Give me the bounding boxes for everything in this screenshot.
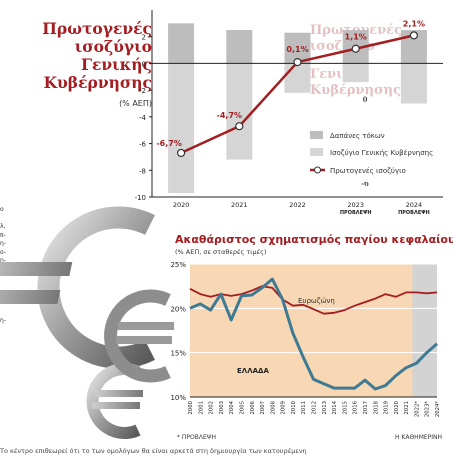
left-column-line: π- [0, 231, 6, 239]
chart1-bar [284, 63, 311, 93]
chart2-x-tick-label: 2021 [404, 401, 410, 414]
chart1-data-label: 0,1% [286, 45, 308, 54]
chart1-legend-label: Δαπάνες τόκων [330, 132, 385, 140]
chart2-x-tick-label: 2016 [353, 400, 359, 414]
chart2-x-tick-label: 2007 [260, 401, 266, 414]
source-credit: Η ΚΑΘΗΜΕΡΙΝΗ [395, 434, 443, 441]
chart1-x-note: ΠΡΟΒΛΕΨΗ [340, 210, 372, 216]
chart2-x-tick-label: 2023* [425, 401, 431, 417]
chart2-line-greece [189, 277, 438, 391]
left-column-line: η- [0, 240, 6, 247]
chart2-x-tick-label: 2006 [250, 400, 256, 414]
chart2-y-tick-label: 20% [170, 305, 186, 313]
chart1-x-note: ΠΡΟΒΛΕΨΗ [398, 210, 430, 216]
chart2-subtitle: (% ΑΕΠ, σε σταθερές τιμές) [175, 248, 267, 256]
chart1-legend-swatch [310, 131, 323, 139]
footnote: * ΠΡΟΒΛΕΨΗ [177, 434, 217, 441]
chart2-x-tick-label: 2004 [229, 400, 235, 414]
chart1-y-tick-label: -6 [139, 141, 147, 149]
chart2-series-label-eurozone: Ευρωζώνη [298, 297, 335, 305]
chart2-y-tick-label: 15% [170, 350, 186, 358]
chart2-series-label-greece: ΕΛΛΑΔΑ [237, 367, 269, 375]
chart2-x-tick-label: 2013 [322, 401, 328, 414]
left-column-line: η- [0, 316, 6, 324]
chart1-legend: Δαπάνες τόκων Ισοζύγιο Γενικής Κυβέρνησης… [298, 128, 444, 182]
chart2-y-tick-label: 10% [170, 394, 186, 402]
chart2-x-tick-label: 2009 [281, 401, 287, 414]
chart1-y-tick-label: 0 [142, 60, 146, 68]
chart2-x-tick-label: 2017 [363, 401, 369, 414]
left-column-line: λ, [0, 223, 6, 230]
chart1-bar [226, 30, 253, 64]
chart1-x-tick-label: 2022 [289, 201, 306, 209]
chart1-bar [226, 63, 253, 160]
chart1-y-tick-label: -4 [139, 114, 147, 122]
chart1-bar [342, 63, 369, 83]
bottom-article-text: Το κέντρο επιθεωρεί ότι το των ομολόγων … [0, 447, 307, 455]
chart1-title: Πρωτογενές ισοζύγιο Γενικής Κυβέρνησης [2, 20, 152, 92]
chart1-y-tick-label: -8 [139, 167, 146, 175]
chart1-ghost-label: -6 [361, 179, 369, 188]
chart1-data-label: -6,7% [156, 139, 182, 148]
chart1-ghost-label: 0 [363, 95, 368, 104]
chart2-x-tick-label: 2024* [435, 401, 441, 417]
chart2-y-tick-label: 25% [170, 261, 186, 269]
chart2-x-tick-label: 2015 [342, 401, 348, 414]
chart1-point [293, 57, 302, 67]
chart1-point [235, 122, 244, 131]
chart1-x-tick-label: 2023 [347, 201, 364, 209]
chart2-x-tick-label: 2014 [332, 400, 338, 414]
chart1-bar [400, 63, 427, 104]
chart2-x-tick-label: 2003 [219, 401, 225, 414]
chart1-data-label: 1,1% [345, 33, 367, 42]
chart2-x-tick-label: 2011 [301, 401, 307, 414]
chart2-x-tick-label: 2005 [239, 401, 245, 414]
chart2-x-tick-label: 2001 [198, 401, 204, 414]
chart2-x-tick-label: 2012 [312, 401, 318, 414]
chart1-y-tick-label: 2 [142, 34, 146, 42]
chart1-x-tick-label: 2021 [231, 201, 248, 209]
chart1-y-tick-label: -2 [139, 87, 146, 95]
chart1-title-text: Πρωτογενές ισοζύγιο Γενικής Κυβέρνησης [42, 19, 152, 92]
chart2-x-tick-label: 2022* [414, 401, 420, 417]
chart2-x-tick-label: 2008 [270, 400, 276, 414]
left-column-line: ο [0, 206, 4, 213]
chart1-point [177, 148, 186, 158]
chart1-data-label: -4,7% [217, 111, 243, 120]
chart2-x-tick-label: 2000 [188, 400, 194, 414]
chart2-title: Ακαθάριστος σχηματισμός παγίου κεφαλαίου [175, 233, 453, 246]
chart1-legend-label: Ισοζύγιο Γενικής Κυβέρνησης [330, 149, 433, 157]
chart1-data-label: 2,1% [403, 19, 425, 28]
chart1-legend-swatch [310, 148, 323, 156]
chart1-bar [168, 23, 195, 64]
chart1-x-tick-label: 2020 [173, 201, 190, 209]
chart1-ghost-label: Κυβέρνησης [310, 83, 401, 98]
chart1-bar [168, 63, 195, 193]
euro-symbol-large [0, 206, 155, 369]
chart1-legend-point [314, 166, 321, 174]
chart1-y-tick-label: -10 [135, 194, 146, 202]
chart2-line-eurozone [189, 285, 438, 315]
chart1-x-tick-label: 2024 [406, 201, 423, 209]
chart2-x-tick-label: 2018 [373, 400, 379, 414]
chart2-x-tick-label: 2019 [384, 401, 390, 414]
chart1-subtitle: (% ΑΕΠ) [119, 99, 152, 108]
euro-symbol-medium [104, 289, 174, 383]
chart2-x-tick-label: 2010 [291, 400, 297, 414]
left-column-line: ο- [0, 248, 6, 256]
chart1-point [351, 44, 360, 53]
chart1-point [409, 31, 418, 40]
left-column-line: η- [0, 257, 6, 264]
chart2-x-tick-label: 2020 [394, 400, 400, 414]
chart2-x-tick-label: 2002 [209, 401, 215, 414]
chart1-legend-label: Πρωτογενές ισοζύγιο [330, 167, 406, 175]
chart2-forecast-band [412, 264, 437, 397]
